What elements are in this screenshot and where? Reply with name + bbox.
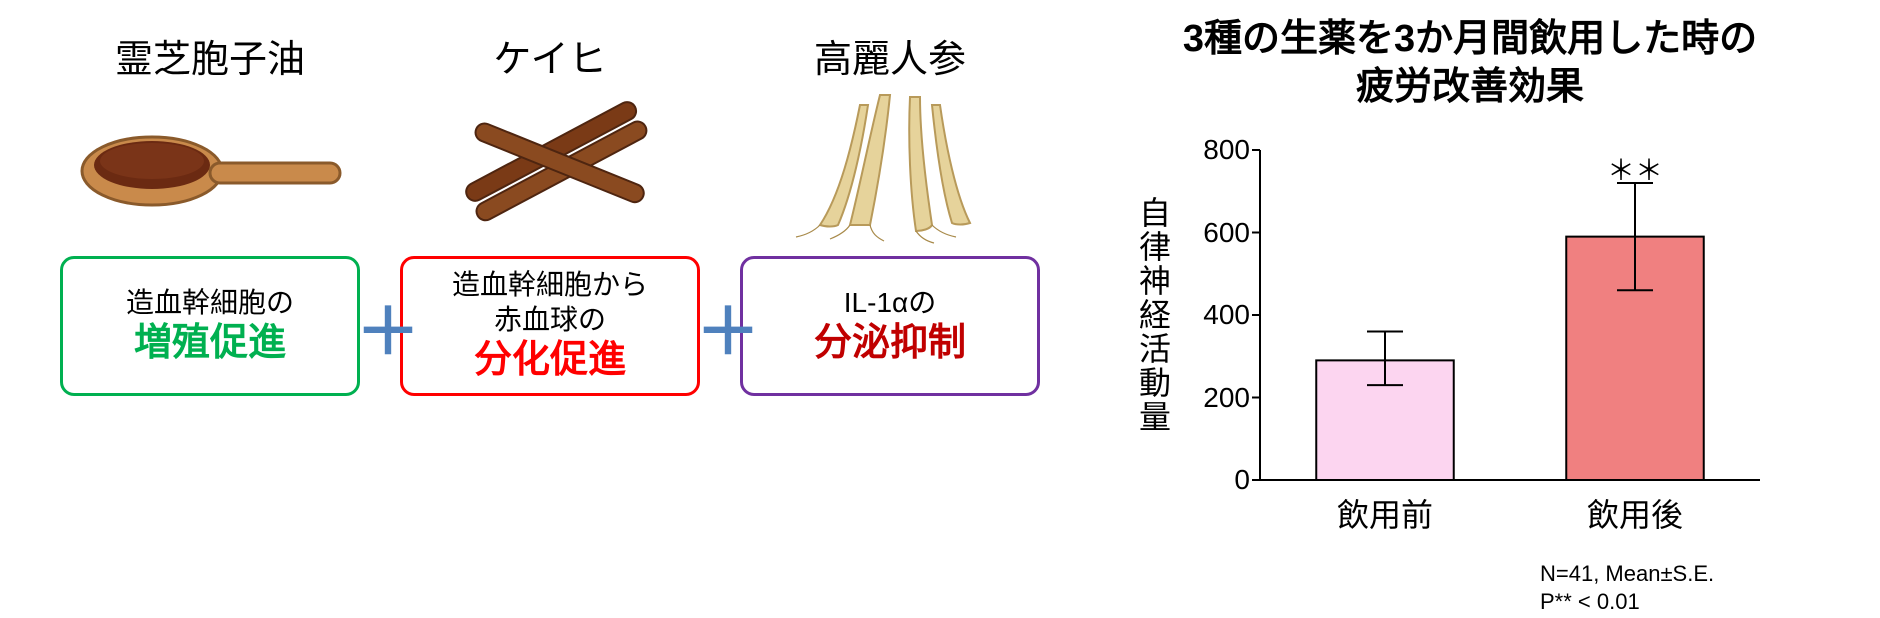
effect-top-2: IL-1αの xyxy=(743,285,1037,320)
xtick-1: 飲用後 xyxy=(1575,490,1695,536)
chart-footnote-2: P** < 0.01 xyxy=(1540,588,1640,617)
xtick-0: 飲用前 xyxy=(1325,490,1445,536)
effect-em-1: 分化促進 xyxy=(403,337,697,385)
herb-image-2 xyxy=(740,80,1040,240)
ytick-200: 200 xyxy=(1180,382,1250,414)
ytick-600: 600 xyxy=(1180,217,1250,249)
effect-em-2: 分泌抑制 xyxy=(743,320,1037,368)
plus-icon-1: ＋ xyxy=(696,300,746,364)
bar-chart xyxy=(1170,120,1790,530)
effect-top-1: 赤血球の xyxy=(403,302,697,337)
chart-title: 3種の生薬を3か月間飲用した時の疲労改善効果 xyxy=(1120,16,1820,111)
herb-title-1: ケイヒ xyxy=(400,28,700,83)
effect-box-1: 造血幹細胞から赤血球の分化促進 xyxy=(400,256,700,396)
effect-box-0: 造血幹細胞の増殖促進 xyxy=(60,256,360,396)
effect-em-0: 増殖促進 xyxy=(63,320,357,368)
y-axis-label: 自律神経活動量 xyxy=(1130,170,1176,460)
herb-title-0: 霊芝胞子油 xyxy=(60,28,360,83)
plus-icon-0: ＋ xyxy=(356,300,406,364)
herb-image-0 xyxy=(60,80,360,240)
chart-title-line2: 疲労改善効果 xyxy=(1120,64,1820,112)
ytick-0: 0 xyxy=(1180,464,1250,496)
ytick-400: 400 xyxy=(1180,299,1250,331)
effect-top-1: 造血幹細胞から xyxy=(403,267,697,302)
sig-label-1: ＊＊ xyxy=(1605,149,1665,189)
chart-footnote-1: N=41, Mean±S.E. xyxy=(1540,560,1714,589)
effect-box-2: IL-1αの分泌抑制 xyxy=(740,256,1040,396)
ytick-800: 800 xyxy=(1180,134,1250,166)
effect-top-0: 造血幹細胞の xyxy=(63,285,357,320)
herb-image-1 xyxy=(400,80,700,240)
chart-title-line1: 3種の生薬を3か月間飲用した時の xyxy=(1120,16,1820,64)
